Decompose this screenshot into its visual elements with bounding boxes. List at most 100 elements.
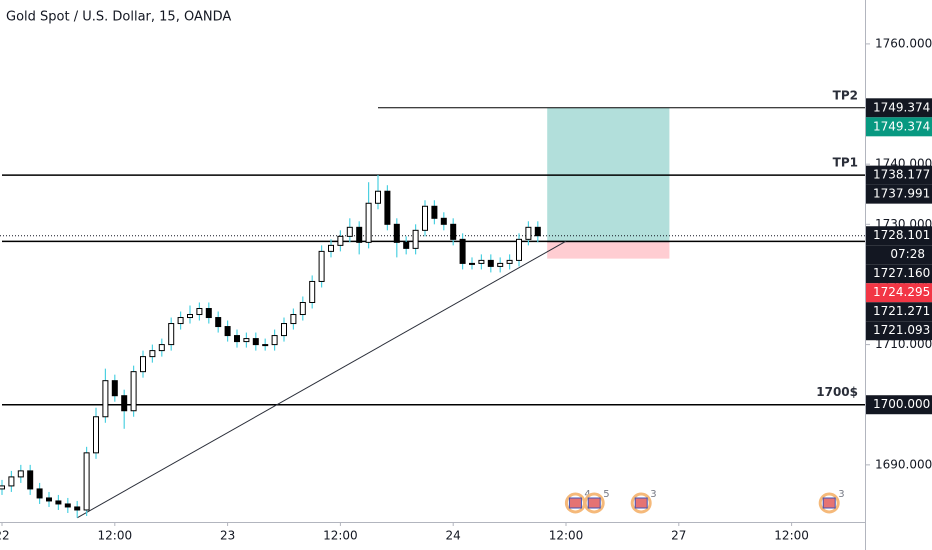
- event-count: 5: [603, 489, 609, 500]
- candle-body: [440, 217, 447, 225]
- candle-body: [215, 317, 222, 328]
- candle-body: [121, 395, 128, 412]
- candle-body: [205, 308, 212, 319]
- candle-body: [318, 250, 325, 282]
- price-label: 1749.374: [873, 100, 930, 114]
- candle-body: [158, 344, 165, 352]
- candle-body: [299, 301, 306, 316]
- stop-zone: [547, 241, 670, 259]
- candle-body: [459, 238, 466, 264]
- candle-body: [356, 226, 363, 243]
- candle-body: [478, 259, 485, 264]
- candle-body: [196, 308, 203, 316]
- candle-body: [422, 205, 428, 231]
- x-tick-label: 12:00: [98, 529, 133, 543]
- candle-body: [384, 190, 391, 225]
- candle-body: [469, 262, 475, 265]
- event-flag: [587, 497, 601, 509]
- axes: 1690.0001700.0001710.0001720.0001730.000…: [0, 36, 932, 543]
- candle-body: [187, 314, 193, 319]
- price-label-box: [866, 302, 932, 322]
- price-label: 1721.093: [873, 323, 930, 337]
- price-label-box: [866, 165, 932, 185]
- price-label-box: [866, 117, 932, 137]
- candle-body: [497, 262, 504, 267]
- candle-body: [328, 244, 334, 252]
- candle-body: [271, 335, 278, 346]
- title-background: [0, 5, 216, 27]
- candle-body: [506, 259, 513, 264]
- candle-body: [93, 416, 99, 454]
- level-label: TP1: [833, 156, 858, 170]
- candle-body: [393, 223, 400, 243]
- candle-body: [534, 226, 541, 237]
- event-count: 3: [650, 489, 656, 500]
- candle-body: [168, 323, 175, 346]
- price-label: 1749.374: [873, 119, 930, 133]
- event-count: 4: [584, 489, 590, 500]
- candle-body: [177, 317, 184, 325]
- price-label-box: [866, 226, 932, 246]
- price-label-box: [866, 264, 932, 284]
- candle-body: [149, 350, 156, 358]
- price-label-box: [866, 184, 932, 204]
- y-tick-label: 1760.000: [875, 36, 932, 50]
- price-label-box: [866, 98, 932, 118]
- candle-body: [450, 223, 457, 240]
- candle-body: [516, 238, 522, 261]
- candle-body: [111, 380, 118, 397]
- candle-body: [252, 338, 259, 346]
- candle-body: [431, 205, 438, 219]
- candle-body: [243, 338, 250, 343]
- x-tick-label: 12:00: [774, 529, 809, 543]
- price-label: 1721.271: [873, 304, 930, 318]
- candle-body: [290, 314, 297, 325]
- candle-body: [36, 488, 43, 499]
- candle-body: [224, 326, 231, 337]
- candle-body: [74, 506, 81, 511]
- candle-body: [234, 335, 240, 343]
- candle-body: [102, 380, 109, 418]
- candle-body: [375, 190, 381, 204]
- candle-body: [0, 485, 5, 490]
- candle-body: [64, 503, 71, 508]
- x-tick-label: 12:00: [549, 529, 584, 543]
- candle-body: [27, 470, 34, 490]
- candle-body: [337, 235, 344, 246]
- candle-body: [140, 356, 146, 373]
- event-count: 3: [838, 489, 844, 500]
- y-tick-label: 1710.000: [875, 337, 932, 351]
- candle-body: [365, 202, 372, 243]
- candle-body: [55, 500, 62, 505]
- level-label: 1700$: [816, 385, 858, 399]
- price-label-box: [866, 395, 932, 415]
- candle-body: [46, 497, 52, 502]
- countdown-label: 07:28: [890, 247, 925, 261]
- x-tick-label: 27: [671, 529, 686, 543]
- price-label: 1738.177: [873, 168, 930, 182]
- level-label: TP2: [833, 88, 858, 102]
- price-label: 1724.295: [873, 285, 930, 299]
- candle-body: [346, 226, 353, 237]
- candle-body: [17, 470, 24, 478]
- price-label-box: [866, 283, 932, 303]
- plot-area: TP2 TP1 1700$ 4 5 3 3: [0, 88, 865, 519]
- event-flag: [568, 497, 582, 509]
- candle-body: [83, 452, 90, 511]
- trendline: [76, 240, 567, 519]
- price-label: 1700.000: [873, 397, 930, 411]
- event-flag: [822, 497, 836, 509]
- candle-body: [487, 259, 494, 267]
- candle-body: [525, 226, 532, 240]
- event-flag: [634, 497, 648, 509]
- candle-body: [281, 323, 287, 337]
- price-label: 1728.101: [873, 228, 930, 242]
- price-label: 1727.160: [873, 266, 930, 280]
- x-tick-label: 12:00: [323, 529, 358, 543]
- countdown-box: [866, 245, 932, 265]
- chart-title: Gold Spot / U.S. Dollar, 15, OANDA: [6, 10, 231, 25]
- candle-body: [412, 229, 419, 249]
- y-tick-label: 1690.000: [875, 457, 932, 471]
